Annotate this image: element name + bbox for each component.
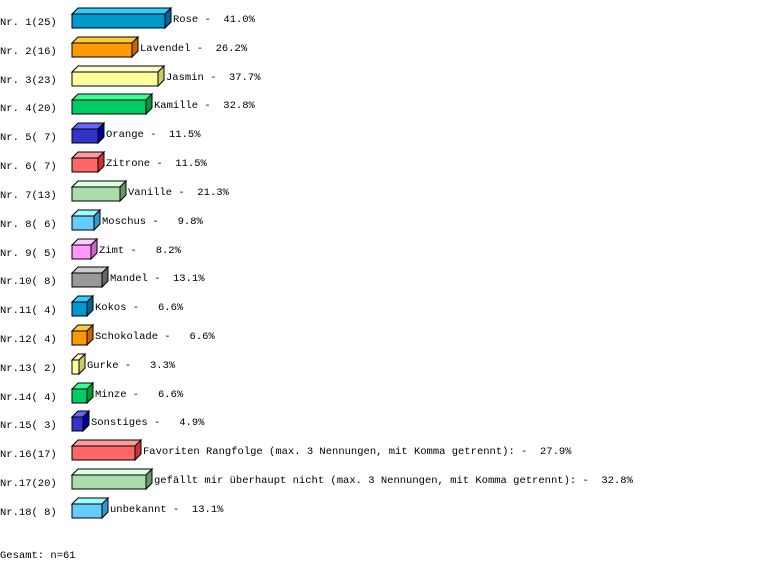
bar-top (70, 93, 154, 101)
bar-value-label: Sonstiges - 4.9% (91, 417, 205, 429)
total-label: Gesamt: n=61 (0, 550, 76, 562)
row-rank-label: Nr. 6( 7) (0, 161, 57, 173)
bar (71, 359, 80, 375)
row-rank-label: Nr.17(20) (0, 478, 57, 490)
bar (71, 42, 133, 58)
bar (71, 99, 147, 115)
bar (71, 244, 92, 260)
bar-value-label: Zitrone - 11.5% (106, 158, 208, 170)
bar-value-label: Zimt - 8.2% (99, 245, 182, 257)
row-rank-label: Nr. 5( 7) (0, 132, 57, 144)
bar (71, 128, 99, 144)
bar-value-label: Jasmin - 37.7% (166, 72, 261, 84)
bar-value-label: Minze - 6.6% (95, 389, 184, 401)
bar-value-label: Kokos - 6.6% (95, 302, 184, 314)
bar-value-label: Kamille - 32.8% (154, 100, 256, 112)
row-rank-label: Nr. 3(23) (0, 75, 57, 87)
bar-value-label: gefällt mir überhaupt nicht (max. 3 Nenn… (154, 475, 634, 487)
bar-value-label: Orange - 11.5% (106, 129, 201, 141)
bar (71, 272, 103, 288)
bar (71, 186, 121, 202)
bar-top (70, 439, 143, 447)
bar-value-label: Schokolade - 6.6% (95, 331, 215, 343)
bar (71, 215, 95, 231)
bar-value-label: Rose - 41.0% (173, 14, 256, 26)
bar-value-label: Vanille - 21.3% (128, 187, 230, 199)
bar-value-label: Favoriten Rangfolge (max. 3 Nennungen, m… (143, 446, 572, 458)
row-rank-label: Nr. 4(20) (0, 103, 57, 115)
bar-value-label: Gurke - 3.3% (87, 360, 176, 372)
row-rank-label: Nr.15( 3) (0, 420, 57, 432)
bar (71, 474, 147, 490)
bar-value-label: Lavendel - 26.2% (140, 43, 248, 55)
row-rank-label: Nr. 1(25) (0, 17, 57, 29)
bar-top (70, 7, 173, 15)
bar (71, 301, 88, 317)
bar-value-label: Mandel - 13.1% (110, 273, 205, 285)
row-rank-label: Nr.18( 8) (0, 507, 57, 519)
row-rank-label: Nr.14( 4) (0, 392, 57, 404)
row-rank-label: Nr.10( 8) (0, 276, 57, 288)
bar-top (70, 468, 154, 476)
bar (71, 157, 99, 173)
bar (71, 503, 103, 519)
row-rank-label: Nr.11( 4) (0, 305, 57, 317)
row-rank-label: Nr.16(17) (0, 449, 57, 461)
bar-value-label: unbekannt - 13.1% (110, 504, 224, 516)
row-rank-label: Nr.13( 2) (0, 363, 57, 375)
bar (71, 388, 88, 404)
bar (71, 445, 136, 461)
row-rank-label: Nr.12( 4) (0, 334, 57, 346)
bar (71, 13, 166, 29)
row-rank-label: Nr. 2(16) (0, 46, 57, 58)
row-rank-label: Nr. 8( 6) (0, 219, 57, 231)
row-rank-label: Nr. 7(13) (0, 190, 57, 202)
bar (71, 416, 84, 432)
bar (71, 71, 159, 87)
bar-top (70, 180, 128, 188)
bar-value-label: Moschus - 9.8% (102, 216, 204, 228)
row-rank-label: Nr. 9( 5) (0, 248, 57, 260)
bar (71, 330, 88, 346)
bar-top (70, 65, 166, 73)
bar-top (70, 36, 140, 44)
